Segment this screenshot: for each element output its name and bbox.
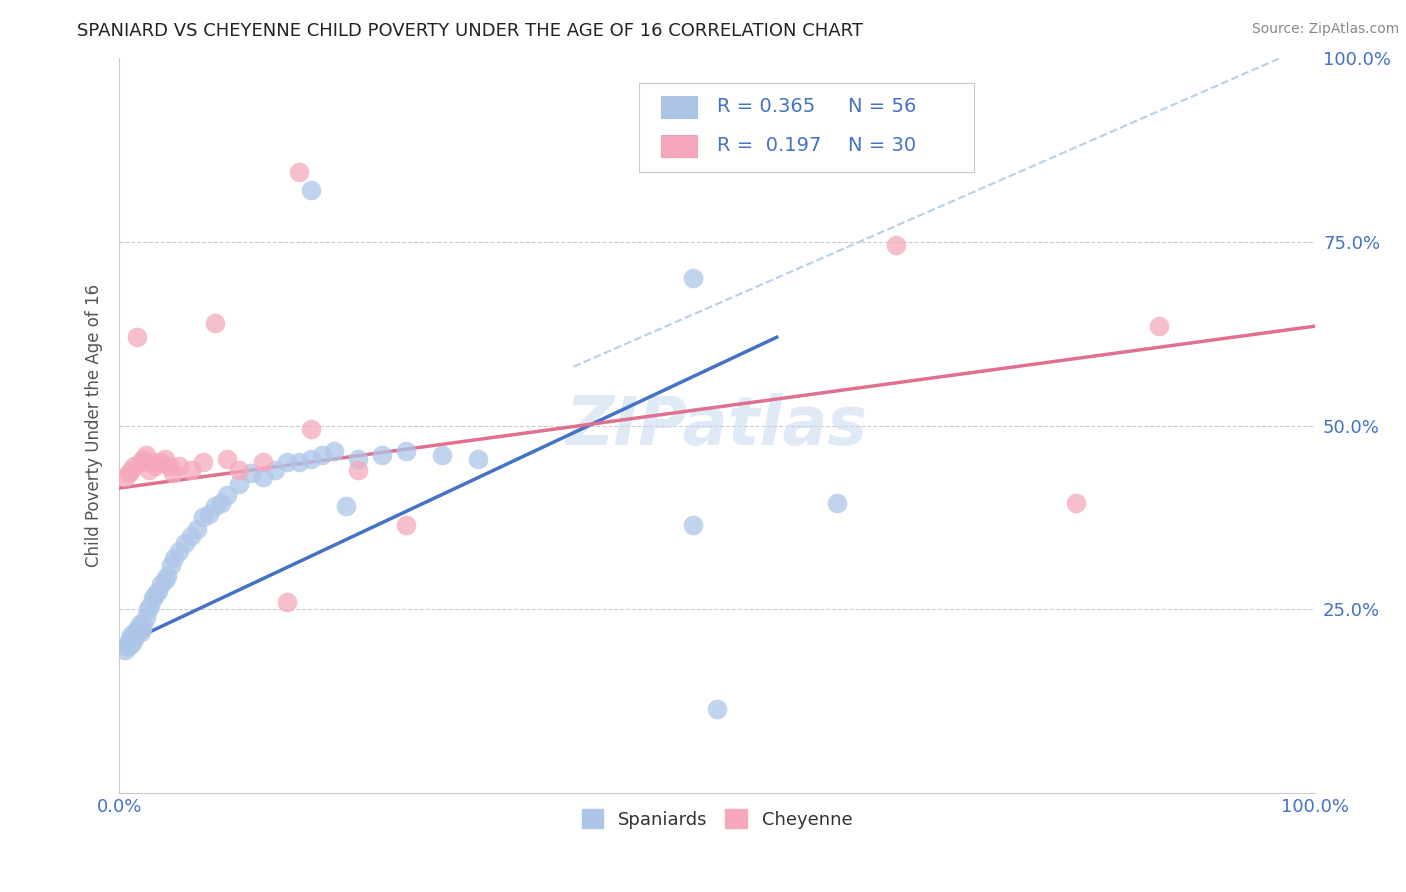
Point [132,451,155,466]
Point [335,500,357,514]
Point [228,477,250,491]
Point [204,500,226,514]
Point [153,451,176,466]
Point [430,448,453,462]
Point [115,639,138,653]
Text: N = 56: N = 56 [848,97,917,117]
Point [124,624,146,639]
Point [215,488,238,502]
Point [159,458,181,473]
Point [122,458,145,473]
Point [163,550,186,565]
Point [143,458,166,473]
Point [191,510,214,524]
Point [162,467,184,481]
Legend: Spaniards, Cheyenne: Spaniards, Cheyenne [575,802,859,836]
Point [117,635,139,649]
Point [156,569,179,583]
Point [299,183,322,197]
Point [129,624,152,639]
FancyBboxPatch shape [640,84,974,171]
Point [209,496,232,510]
Point [395,444,418,458]
Point [323,444,346,458]
Y-axis label: Child Poverty Under the Age of 16: Child Poverty Under the Age of 16 [86,284,103,567]
Point [252,470,274,484]
Point [129,455,152,469]
Point [299,422,322,436]
Point [884,238,907,252]
Point [198,507,221,521]
Point [131,621,153,635]
Point [135,448,157,462]
Point [143,588,166,602]
Point [120,628,142,642]
Point [138,463,160,477]
Point [128,617,150,632]
Text: Source: ZipAtlas.com: Source: ZipAtlas.com [1251,22,1399,37]
Point [347,463,370,477]
Point [825,496,848,510]
Point [682,271,704,285]
Point [276,455,298,469]
Point [125,628,148,642]
Point [706,702,728,716]
Point [167,543,190,558]
Point [122,632,145,646]
Point [139,599,162,613]
Point [191,455,214,469]
Point [371,448,394,462]
Point [299,451,322,466]
Point [118,467,141,481]
Point [228,463,250,477]
Point [1064,496,1087,510]
Text: N = 30: N = 30 [848,136,917,155]
Text: R =  0.197: R = 0.197 [717,136,821,155]
Point [150,455,173,469]
Point [120,463,142,477]
Point [682,517,704,532]
Point [186,521,208,535]
Point [114,470,136,484]
Point [150,576,173,591]
Point [347,451,370,466]
Point [395,517,418,532]
Point [276,595,298,609]
Point [239,467,262,481]
Point [142,591,165,606]
Point [118,639,141,653]
Point [263,463,285,477]
Point [311,448,333,462]
Point [118,632,141,646]
Point [252,455,274,469]
Point [127,624,149,639]
Point [127,330,149,344]
Point [287,164,309,178]
Point [215,451,238,466]
Point [287,455,309,469]
Point [153,573,176,587]
Text: R = 0.365: R = 0.365 [717,97,815,117]
Point [180,529,202,543]
FancyBboxPatch shape [661,135,696,157]
Point [121,635,143,649]
Point [136,602,159,616]
Text: SPANIARD VS CHEYENNE CHILD POVERTY UNDER THE AGE OF 16 CORRELATION CHART: SPANIARD VS CHEYENNE CHILD POVERTY UNDER… [77,22,863,40]
Point [142,455,165,469]
Text: ZIPatlas: ZIPatlas [567,392,868,458]
Point [180,463,202,477]
Point [467,451,489,466]
Point [167,458,190,473]
Point [1149,319,1171,334]
Point [135,609,157,624]
Point [146,584,169,599]
Point [132,617,155,632]
FancyBboxPatch shape [661,96,696,118]
Point [204,316,226,330]
Point [114,643,136,657]
Point [127,621,149,635]
Point [159,558,181,573]
Point [174,536,197,550]
